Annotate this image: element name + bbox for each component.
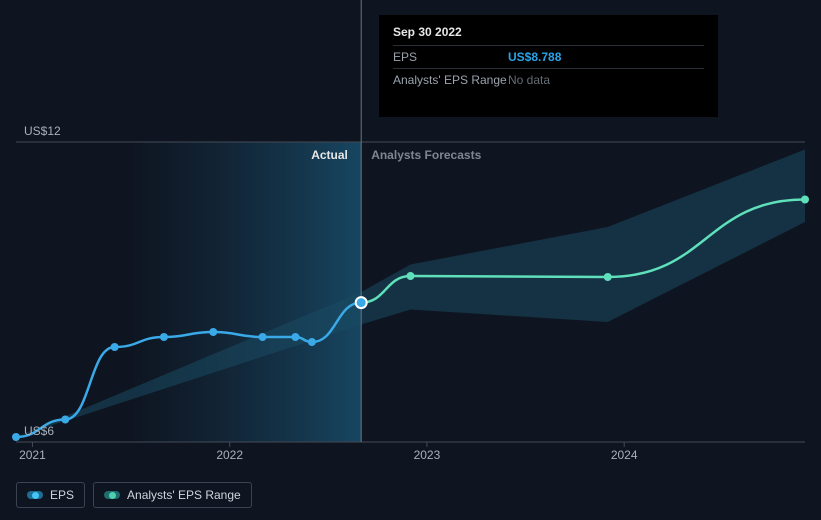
tooltip-value: No data <box>508 73 550 87</box>
legend-swatch-icon <box>27 491 43 499</box>
chart-tooltip: Sep 30 2022 EPS US$8.788 Analysts' EPS R… <box>379 15 718 117</box>
eps-chart: US$12 US$6 Actual Analysts Forecasts 202… <box>0 0 821 520</box>
x-axis-tick: 2021 <box>19 448 46 462</box>
legend-swatch-icon <box>104 491 120 499</box>
y-axis-label-top: US$12 <box>24 124 61 138</box>
region-label-forecast: Analysts Forecasts <box>371 148 481 162</box>
tooltip-row-range: Analysts' EPS Range No data <box>393 68 704 91</box>
legend-label: EPS <box>50 488 74 502</box>
x-axis-ticks: 2021 2022 2023 2024 <box>0 448 821 468</box>
tooltip-value: US$8.788 <box>508 50 561 64</box>
tooltip-date: Sep 30 2022 <box>393 25 704 39</box>
region-label-actual: Actual <box>311 148 348 162</box>
tooltip-row-eps: EPS US$8.788 <box>393 45 704 68</box>
chart-legend: EPS Analysts' EPS Range <box>16 482 252 508</box>
x-axis-tick: 2024 <box>611 448 638 462</box>
x-axis-tick: 2023 <box>414 448 441 462</box>
legend-item-eps[interactable]: EPS <box>16 482 85 508</box>
legend-item-range[interactable]: Analysts' EPS Range <box>93 482 252 508</box>
tooltip-label: Analysts' EPS Range <box>393 73 508 87</box>
tooltip-label: EPS <box>393 50 508 64</box>
y-axis-label-bottom: US$6 <box>24 424 54 438</box>
x-axis-tick: 2022 <box>216 448 243 462</box>
legend-label: Analysts' EPS Range <box>127 488 241 502</box>
